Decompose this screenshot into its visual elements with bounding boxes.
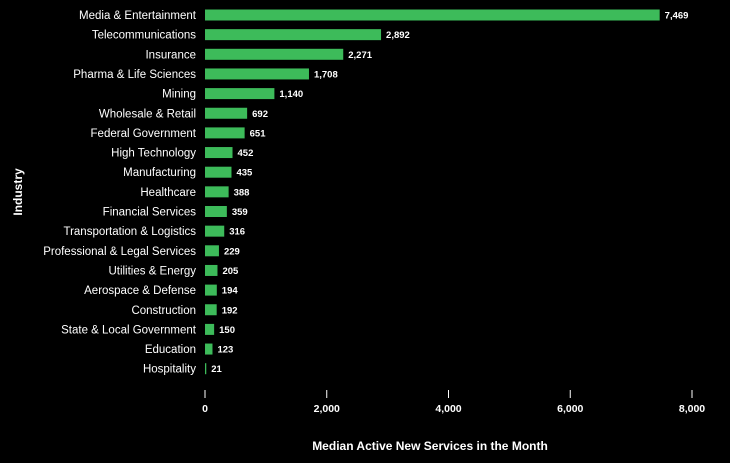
bar [205,304,217,316]
bar [205,29,382,41]
bar [205,48,344,60]
value-label: 7,469 [665,11,689,22]
bar [205,206,227,217]
value-label: 1,140 [279,89,303,100]
bar [205,127,245,139]
bar [205,225,225,237]
bar [205,88,275,100]
bar [205,284,217,296]
bar [205,245,219,257]
value-label: 388 [234,187,250,198]
value-label: 651 [250,128,267,139]
value-label: 2,271 [348,50,372,61]
bar [205,166,232,178]
value-label: 692 [252,109,268,120]
category-label: Telecommunications [92,30,196,42]
y-axis-title: Industry [11,168,25,216]
category-label: Federal Government [91,128,197,140]
x-tick-label: 6,000 [557,403,583,415]
value-labels-group: 7,469 2,892 2,271 1,708 1,140 692 651 452 435 388… [211,11,688,376]
category-labels-group: Media & Entertainment Telecommunications I… [43,10,197,376]
x-tick-label: 0 [202,403,208,415]
bar [205,147,233,159]
category-label: Hospitality [143,364,196,376]
value-label: 229 [224,246,240,257]
category-label: Financial Services [103,207,197,219]
value-label: 205 [222,266,239,277]
category-label: High Technology [111,148,196,160]
x-axis: 0 2,000 4,000 6,000 8,000 [202,390,705,415]
value-label: 21 [211,364,222,375]
category-label: Manufacturing [123,167,196,179]
bar [205,107,248,119]
category-label: Media & Entertainment [79,10,197,22]
value-label: 1,708 [314,69,338,80]
category-label: State & Local Government [61,324,197,336]
value-label: 2,892 [386,30,410,41]
category-label: Insurance [145,49,196,61]
category-label: Pharma & Life Sciences [73,69,196,81]
category-label: Wholesale & Retail [99,108,196,120]
category-label: Mining [162,89,196,101]
value-label: 359 [232,207,248,218]
bar [205,186,229,198]
bar [205,264,218,276]
bar [205,323,215,335]
value-label: 150 [219,325,235,336]
bar [205,68,309,80]
bar [205,363,207,375]
bar [205,343,213,355]
category-label: Construction [131,305,196,317]
value-label: 452 [238,148,254,159]
category-label: Healthcare [140,187,196,199]
x-tick-label: 8,000 [679,403,705,415]
value-label: 194 [222,286,239,297]
x-tick-label: 4,000 [435,403,461,415]
category-label: Transportation & Logistics [63,226,196,238]
category-label: Aerospace & Defense [84,285,196,297]
value-label: 192 [222,305,238,316]
x-axis-title: Median Active New Services in the Month [312,439,548,453]
category-label: Education [145,344,196,356]
value-label: 123 [217,345,233,356]
value-label: 316 [229,227,245,238]
bar [205,9,660,21]
category-label: Utilities & Energy [108,265,196,277]
value-label: 435 [236,168,253,179]
x-tick-label: 2,000 [314,403,340,415]
bars-group [205,9,660,375]
category-label: Professional & Legal Services [43,246,196,258]
